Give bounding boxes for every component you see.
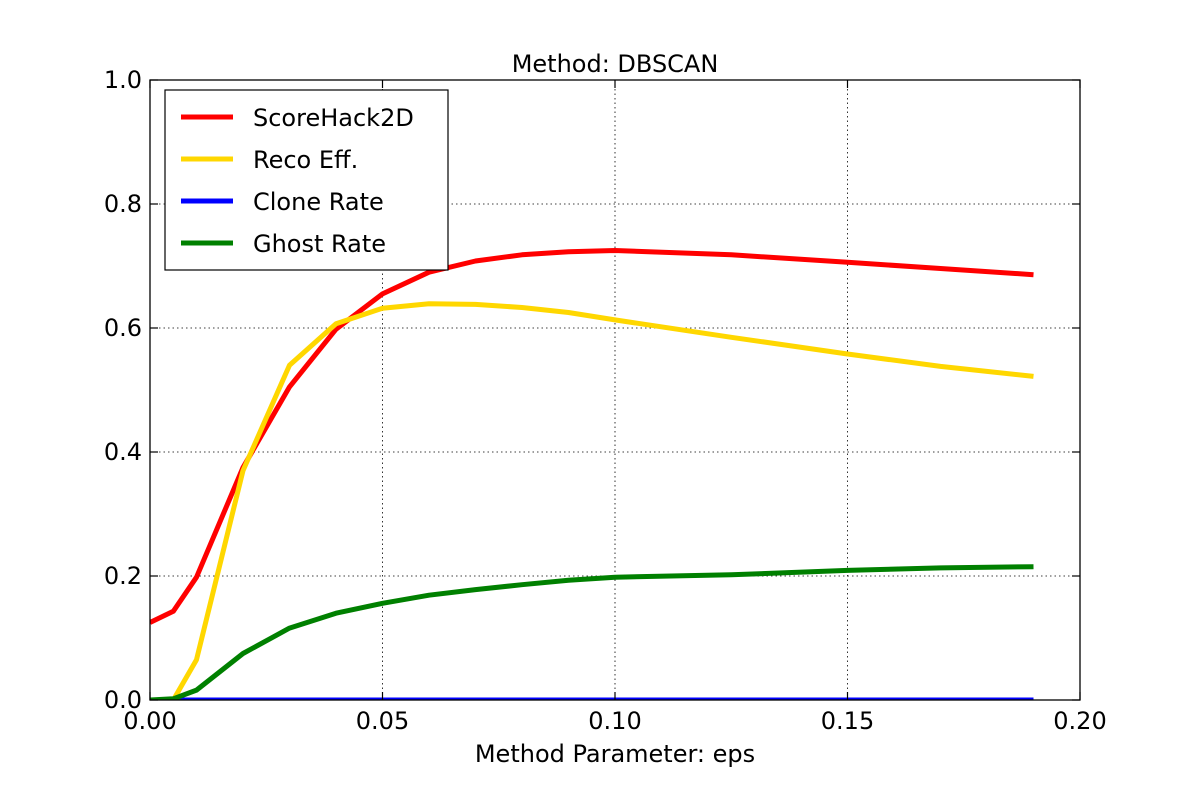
legend-box bbox=[164, 89, 449, 271]
y-tick-label: 0.0 bbox=[104, 686, 142, 714]
series-line-scorehack2d bbox=[150, 248, 1034, 625]
y-tick-label: 0.8 bbox=[104, 190, 142, 218]
series-lines bbox=[150, 248, 1034, 700]
legend-label-clone-rate: Clone Rate bbox=[253, 188, 384, 216]
x-tick-label: 0.05 bbox=[356, 707, 409, 735]
x-axis-title: Method Parameter: eps bbox=[475, 740, 755, 768]
series-line-ghost-rate bbox=[150, 564, 1034, 700]
x-tick-label: 0.20 bbox=[1053, 707, 1106, 735]
x-tick-label: 0.15 bbox=[821, 707, 874, 735]
legend: ScoreHack2D Reco Eff. Clone Rate Ghost Rate bbox=[164, 89, 449, 271]
y-tick-label: 1.0 bbox=[104, 66, 142, 94]
legend-label-ghost-rate: Ghost Rate bbox=[253, 230, 386, 258]
y-tick-label: 0.4 bbox=[104, 438, 142, 466]
series-line-reco-eff bbox=[150, 301, 1034, 700]
x-tick-label: 0.10 bbox=[588, 707, 641, 735]
x-tick-label: 0.00 bbox=[123, 707, 176, 735]
y-tick-label: 0.6 bbox=[104, 314, 142, 342]
ticks: 0.00 0.05 0.10 0.15 0.20 0.0 0.2 0.4 0.6 0.8 1.0 bbox=[104, 66, 1107, 735]
legend-label-reco-eff: Reco Eff. bbox=[253, 146, 358, 174]
legend-label-scorehack2d: ScoreHack2D bbox=[253, 104, 414, 132]
y-tick-label: 0.2 bbox=[104, 562, 142, 590]
chart-title: Method: DBSCAN bbox=[512, 50, 719, 78]
